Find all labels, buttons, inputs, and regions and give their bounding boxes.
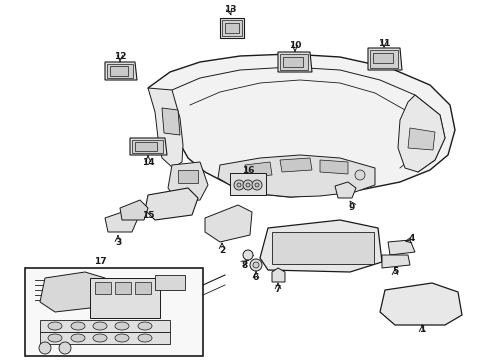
Polygon shape — [408, 128, 435, 150]
Text: 1: 1 — [419, 325, 425, 334]
Bar — [373, 53, 393, 63]
Polygon shape — [260, 220, 382, 272]
Polygon shape — [280, 158, 312, 172]
Text: 2: 2 — [219, 246, 225, 255]
Bar — [25, 268, 203, 356]
Bar — [135, 282, 151, 294]
Bar — [40, 332, 170, 344]
Text: 17: 17 — [94, 257, 106, 266]
Text: 10: 10 — [289, 41, 301, 50]
Ellipse shape — [48, 322, 62, 330]
Text: 15: 15 — [142, 211, 154, 220]
Polygon shape — [272, 268, 285, 282]
Circle shape — [250, 259, 262, 271]
Text: 14: 14 — [142, 158, 154, 166]
Polygon shape — [168, 162, 208, 202]
Polygon shape — [132, 140, 163, 153]
Bar — [155, 275, 185, 290]
Polygon shape — [105, 62, 137, 80]
Bar — [95, 282, 111, 294]
Bar — [135, 142, 157, 151]
Polygon shape — [220, 18, 244, 38]
Circle shape — [59, 342, 71, 354]
Ellipse shape — [138, 334, 152, 342]
Polygon shape — [205, 205, 252, 242]
Polygon shape — [278, 52, 312, 72]
Text: 3: 3 — [115, 238, 121, 247]
Polygon shape — [368, 48, 402, 70]
Ellipse shape — [93, 334, 107, 342]
Text: 5: 5 — [392, 267, 398, 276]
Text: 16: 16 — [242, 166, 254, 175]
Text: 7: 7 — [275, 285, 281, 294]
Bar — [110, 66, 128, 76]
Polygon shape — [162, 108, 180, 135]
Text: 4: 4 — [409, 234, 415, 243]
Circle shape — [243, 180, 253, 190]
Ellipse shape — [71, 322, 85, 330]
Polygon shape — [335, 182, 356, 198]
Polygon shape — [148, 88, 183, 168]
Bar — [225, 23, 239, 33]
Circle shape — [39, 342, 51, 354]
Bar — [283, 57, 303, 67]
Polygon shape — [40, 272, 108, 312]
Bar — [115, 282, 131, 294]
Ellipse shape — [93, 322, 107, 330]
Circle shape — [255, 183, 259, 187]
Circle shape — [253, 262, 259, 268]
Ellipse shape — [71, 334, 85, 342]
Ellipse shape — [48, 334, 62, 342]
Circle shape — [237, 183, 241, 187]
Ellipse shape — [115, 322, 129, 330]
Text: 9: 9 — [349, 202, 355, 212]
Circle shape — [243, 250, 253, 260]
Polygon shape — [148, 54, 455, 197]
Polygon shape — [130, 138, 167, 155]
Ellipse shape — [138, 322, 152, 330]
Polygon shape — [320, 160, 348, 174]
Polygon shape — [380, 283, 462, 325]
Polygon shape — [178, 170, 198, 183]
Polygon shape — [370, 50, 398, 68]
Circle shape — [355, 170, 365, 180]
Polygon shape — [398, 95, 445, 172]
Polygon shape — [388, 240, 415, 255]
Polygon shape — [280, 54, 308, 70]
Text: 8: 8 — [242, 261, 248, 270]
Text: 13: 13 — [224, 5, 236, 14]
Polygon shape — [245, 162, 272, 177]
Polygon shape — [105, 210, 138, 232]
Polygon shape — [382, 255, 410, 268]
Circle shape — [246, 183, 250, 187]
Circle shape — [252, 180, 262, 190]
Polygon shape — [222, 20, 242, 36]
Text: 12: 12 — [114, 51, 126, 60]
Polygon shape — [120, 200, 148, 220]
Bar — [90, 278, 160, 318]
Bar — [230, 173, 266, 195]
Polygon shape — [145, 188, 198, 220]
Text: 11: 11 — [378, 39, 390, 48]
Bar — [40, 320, 170, 332]
Polygon shape — [218, 155, 375, 197]
Ellipse shape — [115, 334, 129, 342]
Polygon shape — [107, 64, 133, 78]
Circle shape — [234, 180, 244, 190]
Text: 6: 6 — [253, 274, 259, 283]
Bar — [272, 232, 374, 264]
